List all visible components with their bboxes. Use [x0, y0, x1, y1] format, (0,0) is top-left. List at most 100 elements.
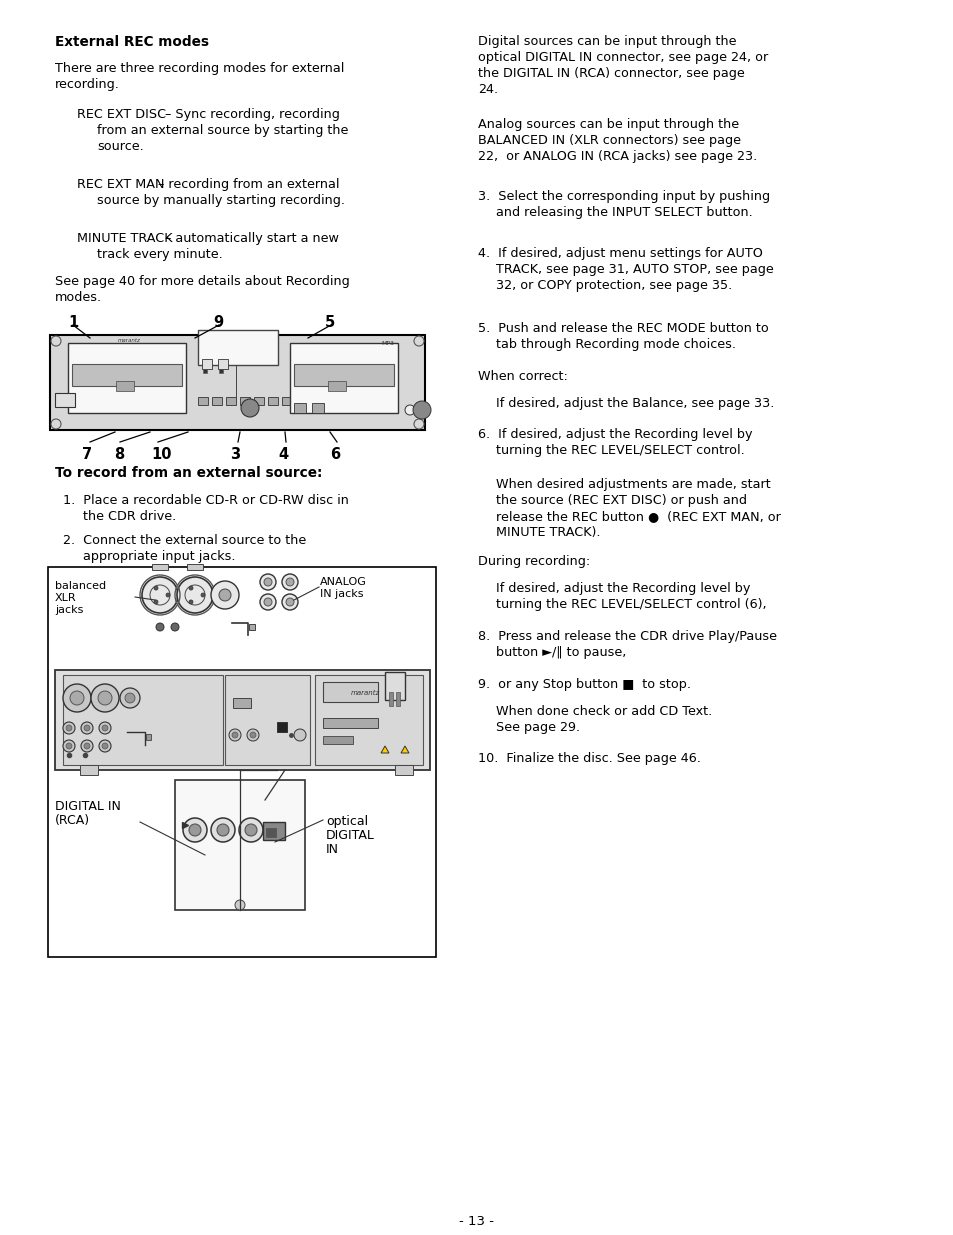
Bar [240, 396, 250, 405]
Text: See page 40 for more details about Recording: See page 40 for more details about Recor… [55, 275, 350, 288]
Text: 8.  Press and release the CDR drive Play/Pause: 8. Press and release the CDR drive Play/… [477, 630, 776, 643]
Circle shape [166, 593, 170, 597]
Text: 7: 7 [82, 447, 92, 462]
Bar [389, 692, 393, 706]
Text: External REC modes: External REC modes [55, 35, 209, 49]
Bar [198, 396, 208, 405]
Text: ANALOG: ANALOG [319, 577, 367, 587]
Text: 10: 10 [151, 447, 172, 462]
Circle shape [84, 743, 90, 748]
Bar [323, 682, 377, 701]
Circle shape [156, 622, 164, 631]
Bar [314, 676, 422, 764]
Text: 9: 9 [213, 315, 223, 330]
Bar [198, 330, 277, 366]
Circle shape [189, 824, 201, 836]
Circle shape [247, 729, 258, 741]
Text: – recording from an external: – recording from an external [153, 178, 339, 191]
Text: button ►/‖ to pause,: button ►/‖ to pause, [496, 646, 626, 659]
Circle shape [264, 578, 272, 585]
Circle shape [63, 722, 75, 734]
Circle shape [294, 729, 306, 741]
Bar [187, 564, 203, 571]
Circle shape [183, 818, 207, 842]
Text: There are three recording modes for external: There are three recording modes for exte… [55, 62, 344, 75]
Text: 9.  or any Stop button ■  to stop.: 9. or any Stop button ■ to stop. [477, 678, 690, 692]
Bar [263, 823, 285, 840]
Circle shape [177, 577, 213, 613]
Text: 22,  or ANALOG IN (RCA jacks) see page 23.: 22, or ANALOG IN (RCA jacks) see page 23… [477, 149, 757, 163]
Text: optical: optical [326, 815, 368, 827]
Bar [213, 338, 226, 350]
Text: - 13 -: - 13 - [459, 1215, 494, 1228]
Text: turning the REC LEVEL/SELECT control (6),: turning the REC LEVEL/SELECT control (6)… [496, 598, 766, 611]
Bar [50, 335, 424, 430]
Circle shape [413, 401, 431, 419]
Circle shape [142, 577, 178, 613]
Bar [323, 718, 377, 727]
Bar [63, 676, 223, 764]
Circle shape [250, 732, 255, 739]
Text: source by manually starting recording.: source by manually starting recording. [97, 194, 345, 207]
Text: the CDR drive.: the CDR drive. [83, 510, 176, 522]
Circle shape [282, 574, 297, 590]
Circle shape [201, 593, 205, 597]
Text: marantz: marantz [350, 690, 379, 697]
Text: IN jacks: IN jacks [319, 589, 363, 599]
Text: During recording:: During recording: [477, 555, 590, 568]
Bar [328, 382, 346, 391]
Text: modes.: modes. [55, 291, 102, 304]
Bar [266, 827, 275, 837]
Text: 1.  Place a recordable CD-R or CD-RW disc in: 1. Place a recordable CD-R or CD-RW disc… [63, 494, 349, 508]
Circle shape [84, 725, 90, 731]
Text: To record from an external source:: To record from an external source: [55, 466, 322, 480]
Bar [233, 698, 251, 708]
Text: optical DIGITAL IN connector, see page 24, or: optical DIGITAL IN connector, see page 2… [477, 51, 767, 64]
Bar [395, 692, 399, 706]
Circle shape [405, 405, 415, 415]
Circle shape [241, 399, 258, 417]
Bar [55, 393, 75, 408]
Bar [219, 369, 223, 373]
Circle shape [264, 598, 272, 606]
Bar [198, 338, 210, 350]
Bar [312, 403, 324, 412]
Text: Analog sources can be input through the: Analog sources can be input through the [477, 119, 739, 131]
Text: 24.: 24. [477, 83, 497, 96]
Bar [218, 359, 228, 369]
Circle shape [229, 729, 241, 741]
Text: Digital sources can be input through the: Digital sources can be input through the [477, 35, 736, 48]
Text: DIGITAL: DIGITAL [326, 829, 375, 842]
Text: from an external source by starting the: from an external source by starting the [97, 124, 348, 137]
Text: tab through Recording mode choices.: tab through Recording mode choices. [496, 338, 735, 351]
Bar [174, 781, 305, 910]
Text: 3.  Select the corresponding input by pushing: 3. Select the corresponding input by pus… [477, 190, 769, 203]
Circle shape [63, 740, 75, 752]
Circle shape [120, 688, 140, 708]
Polygon shape [400, 746, 409, 753]
Text: marantz: marantz [118, 338, 141, 343]
Circle shape [414, 419, 423, 429]
Bar [268, 396, 277, 405]
Bar [225, 676, 310, 764]
Bar [290, 343, 397, 412]
Text: – automatically start a new: – automatically start a new [161, 232, 338, 245]
Text: and releasing the INPUT SELECT button.: and releasing the INPUT SELECT button. [496, 206, 752, 219]
Text: When desired adjustments are made, start: When desired adjustments are made, start [496, 478, 770, 492]
Circle shape [51, 336, 61, 346]
Text: jacks: jacks [55, 605, 83, 615]
Circle shape [260, 594, 275, 610]
Text: REC EXT DISC: REC EXT DISC [77, 107, 166, 121]
Text: MINUTE TRACK).: MINUTE TRACK). [496, 526, 599, 538]
Text: If desired, adjust the Balance, see page 33.: If desired, adjust the Balance, see page… [496, 396, 774, 410]
Bar [276, 722, 287, 732]
Bar [116, 382, 133, 391]
Circle shape [282, 594, 297, 610]
Circle shape [219, 589, 231, 601]
Circle shape [189, 600, 193, 604]
Circle shape [99, 722, 111, 734]
Text: release the REC button ●  (REC EXT MAN, or: release the REC button ● (REC EXT MAN, o… [496, 510, 781, 522]
Bar [294, 403, 306, 412]
Bar [68, 343, 186, 412]
Circle shape [81, 722, 92, 734]
